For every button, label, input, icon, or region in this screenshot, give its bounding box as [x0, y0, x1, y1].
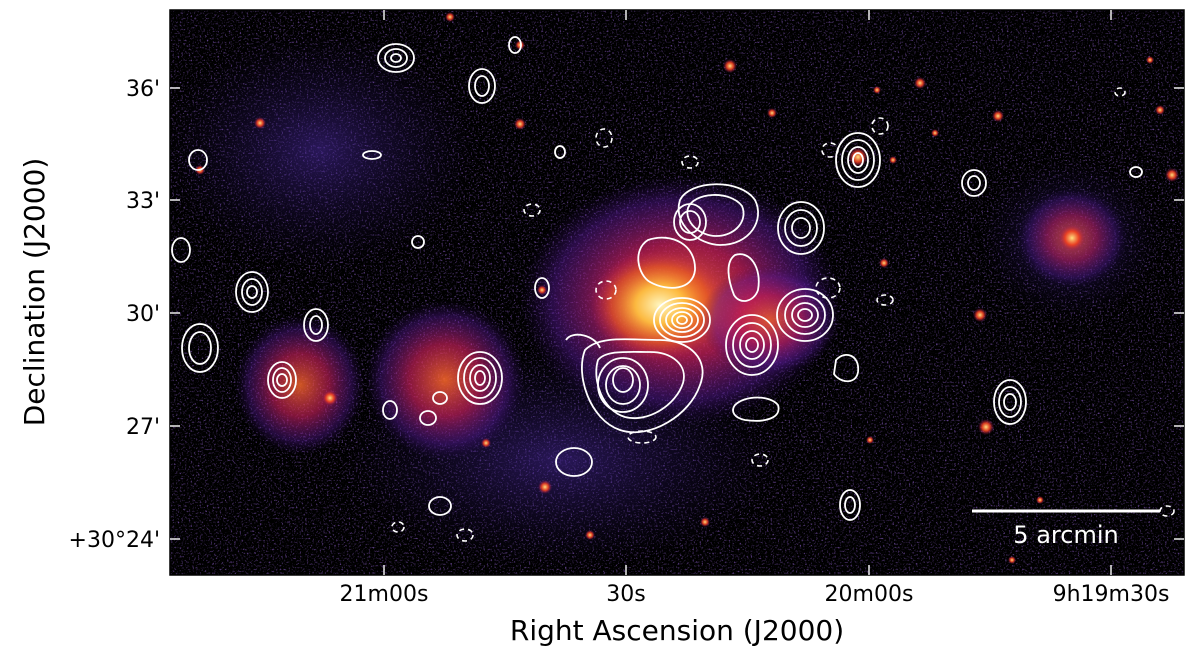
scale-bar: 5 arcmin [972, 509, 1160, 549]
x-tick-label: 20m00s [825, 582, 914, 607]
plot-frame [169, 9, 1185, 576]
radio-contours [171, 36, 1143, 521]
x-tick-label: 30s [606, 582, 645, 607]
x-tick-label: 21m00s [340, 582, 429, 607]
scale-bar-label: 5 arcmin [1013, 521, 1118, 549]
y-tick-label: 27' [126, 415, 160, 440]
x-tick-label: 9h19m30s [1053, 582, 1170, 607]
xray-image [170, 10, 1184, 575]
negative-contours [391, 87, 1175, 542]
y-tick-label: 33' [126, 189, 160, 214]
y-tick-labels: 36' 33' 30' 27' +30°24' [69, 77, 160, 553]
tick-marks [170, 10, 1184, 575]
x-axis-title: Right Ascension (J2000) [510, 614, 844, 647]
y-axis-title: Declination (J2000) [18, 158, 51, 427]
y-tick-label: 30' [126, 302, 160, 327]
y-tick-label: 36' [126, 77, 160, 102]
y-tick-label: +30°24' [69, 528, 160, 553]
x-tick-labels: 21m00s 30s 20m00s 9h19m30s [340, 582, 1170, 607]
